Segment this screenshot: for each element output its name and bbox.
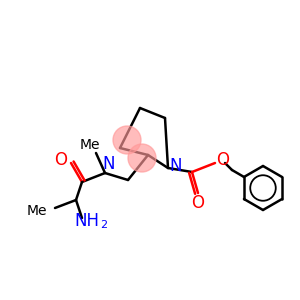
Text: NH: NH bbox=[74, 212, 100, 230]
Circle shape bbox=[128, 144, 156, 172]
Text: O: O bbox=[191, 194, 205, 212]
Text: O: O bbox=[217, 151, 230, 169]
Text: N: N bbox=[170, 157, 182, 175]
Text: Me: Me bbox=[26, 204, 47, 218]
Text: Me: Me bbox=[80, 138, 100, 152]
Text: O: O bbox=[55, 151, 68, 169]
Circle shape bbox=[113, 126, 141, 154]
Text: 2: 2 bbox=[100, 220, 108, 230]
Text: N: N bbox=[103, 155, 115, 173]
